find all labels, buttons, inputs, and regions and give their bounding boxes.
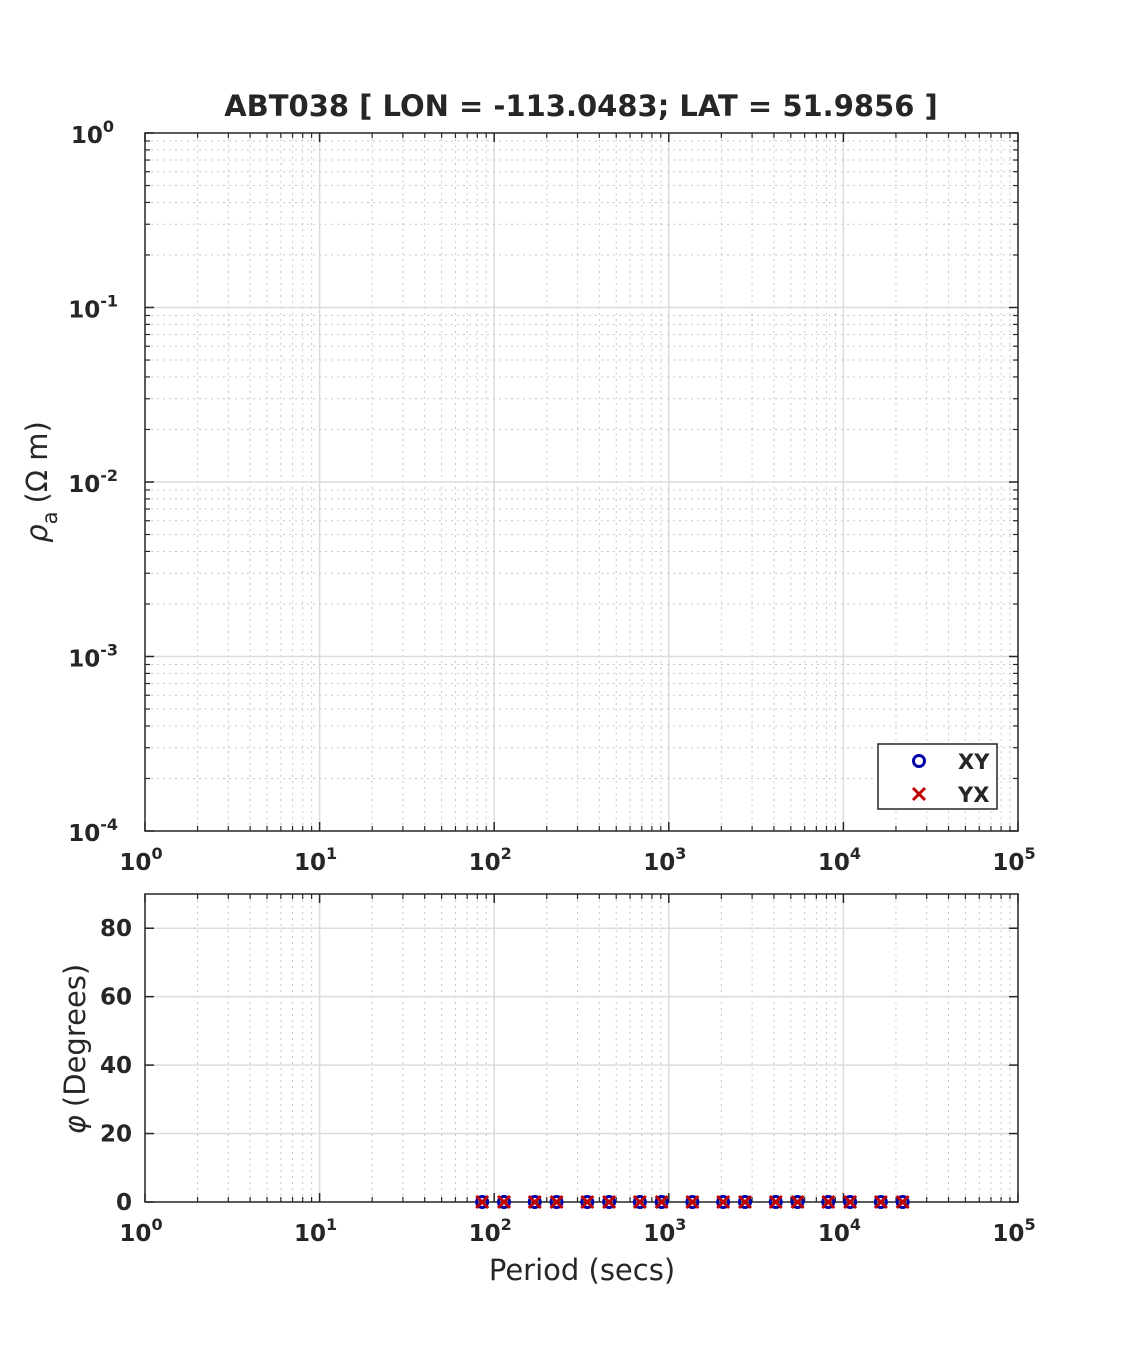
xy-data-point — [873, 1195, 888, 1209]
xy-data-point — [549, 1195, 564, 1209]
phi-unit: (Degrees) — [58, 964, 92, 1107]
yx-data-point — [790, 1194, 805, 1210]
x-tick-label: 103 — [643, 844, 686, 876]
xy-data-point — [654, 1195, 669, 1209]
phase-axis-label: φ (Degrees) — [58, 964, 92, 1134]
phi-symbol: φ — [58, 1115, 92, 1134]
phase-axes: 100 101 102 103 104 105 0 20 40 60 80 — [100, 893, 1036, 1247]
legend: XY YX — [877, 743, 998, 810]
xy-data-point — [895, 1195, 910, 1209]
xy-data-point — [475, 1195, 490, 1209]
xy-data-point — [790, 1195, 805, 1209]
yx-data-point — [654, 1194, 669, 1210]
resistivity-axis-label: ρa (Ω m) — [20, 421, 62, 543]
legend-xy-marker — [912, 754, 926, 768]
y-tick-label: 60 — [100, 985, 132, 1011]
legend-yx-label: YX — [957, 783, 989, 807]
y-tick-label: 10-1 — [68, 292, 118, 324]
x-tick-label: 102 — [469, 1215, 512, 1247]
x-tick-label: 101 — [294, 1215, 337, 1247]
yx-data-point — [685, 1194, 700, 1210]
rho-subscript: a — [38, 511, 62, 524]
x-tick-label: 105 — [992, 1215, 1035, 1247]
yx-data-point — [768, 1194, 783, 1210]
xy-data-point — [685, 1195, 700, 1209]
period-axis-label: Period (secs) — [489, 1253, 675, 1287]
xy-data-point — [737, 1195, 752, 1209]
xy-data-point — [768, 1195, 783, 1209]
rho-unit: (Ω m) — [20, 421, 54, 503]
x-tick-label: 100 — [119, 1215, 162, 1247]
apparent-resistivity-axes: 100 101 102 103 104 105 100 10-1 10-2 10-3 10-4 — [68, 117, 1035, 876]
legend-box — [877, 743, 998, 810]
yx-data-point — [496, 1194, 512, 1210]
x-tick-label: 103 — [643, 1215, 686, 1247]
chart-title: ABT038 [ LON = -113.0483; LAT = 51.9856 … — [224, 89, 938, 123]
yx-data-point — [716, 1194, 731, 1210]
yx-data-point — [475, 1194, 490, 1210]
x-tick-label: 101 — [294, 844, 337, 876]
yx-data-point — [873, 1194, 888, 1210]
y-tick-label: 100 — [71, 117, 114, 149]
phase-plot-frame — [144, 893, 1019, 1203]
y-tick-label: 10-4 — [68, 815, 118, 847]
xy-data-point — [843, 1195, 858, 1209]
y-tick-label: 10-3 — [68, 641, 118, 673]
yx-data-point — [549, 1194, 564, 1210]
x-tick-label: 100 — [119, 844, 162, 876]
yx-data-point — [527, 1194, 542, 1210]
y-tick-label: 20 — [100, 1122, 132, 1148]
xy-data-point — [632, 1195, 647, 1209]
yx-data-point — [602, 1194, 617, 1210]
yx-data-point — [737, 1194, 753, 1210]
xy-data-point — [497, 1195, 512, 1209]
x-tick-label: 102 — [469, 844, 512, 876]
xy-data-point — [527, 1195, 542, 1209]
yx-data-point — [895, 1194, 910, 1210]
xy-data-point — [580, 1195, 595, 1209]
legend-yx-marker — [911, 786, 927, 802]
y-tick-label: 80 — [100, 916, 132, 942]
y-tick-label: 10-2 — [68, 466, 118, 498]
y-tick-label: 0 — [116, 1190, 132, 1216]
legend-xy-label: XY — [958, 750, 990, 774]
yx-data-point — [843, 1194, 858, 1210]
x-tick-label: 104 — [818, 1215, 861, 1247]
xy-data-point — [821, 1195, 836, 1209]
y-tick-label: 40 — [100, 1053, 132, 1079]
yx-data-point — [632, 1194, 647, 1210]
x-tick-label: 105 — [992, 844, 1035, 876]
xy-data-point — [602, 1195, 617, 1209]
xy-data-point — [716, 1195, 731, 1209]
yx-data-point — [580, 1194, 595, 1210]
yx-data-point — [821, 1194, 836, 1210]
rho-symbol: ρ — [20, 524, 54, 543]
x-tick-label: 104 — [818, 844, 861, 876]
